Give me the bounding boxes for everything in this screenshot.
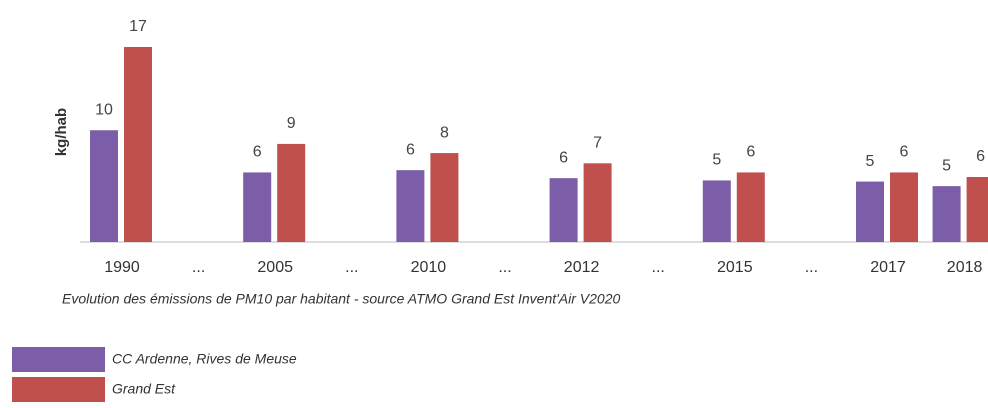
value-label: 6: [406, 141, 415, 158]
y-axis-label: kg/hab: [53, 108, 70, 156]
x-tick-label: 2012: [564, 259, 600, 276]
legend-label: Grand Est: [112, 381, 176, 397]
bar: [932, 186, 961, 242]
x-tick-label: 1990: [104, 259, 140, 276]
bar: [124, 47, 152, 242]
x-tick-label: ...: [805, 259, 818, 276]
bar: [583, 163, 612, 242]
x-tick-label: ...: [345, 259, 358, 276]
bar: [856, 181, 884, 242]
legend-label: CC Ardenne, Rives de Meuse: [112, 351, 297, 367]
legend-swatch: [12, 377, 105, 402]
value-label: 6: [900, 144, 909, 161]
bar: [90, 130, 118, 242]
value-label: 8: [440, 124, 449, 141]
bar: [736, 172, 765, 242]
caption: Evolution des émissions de PM10 par habi…: [62, 291, 620, 307]
value-label: 5: [712, 152, 721, 169]
bar: [243, 172, 272, 242]
value-label: 5: [866, 153, 875, 170]
x-tick-label: 2015: [717, 259, 753, 276]
x-tick-label: ...: [192, 259, 205, 276]
value-label: 10: [95, 101, 113, 118]
x-tick-label: 2010: [411, 259, 447, 276]
legend-swatch: [12, 347, 105, 372]
bar: [549, 178, 578, 242]
bar: [277, 143, 306, 242]
bar: [702, 180, 731, 242]
x-tick-label: 2005: [257, 259, 293, 276]
value-label: 6: [253, 144, 262, 161]
bar: [890, 172, 918, 242]
bar: [966, 177, 988, 242]
value-label: 7: [593, 135, 602, 152]
value-label: 6: [746, 144, 755, 161]
x-tick-label: ...: [652, 259, 665, 276]
x-tick-label: ...: [498, 259, 511, 276]
value-label: 6: [976, 148, 985, 165]
bar: [430, 153, 459, 242]
value-label: 6: [559, 149, 568, 166]
bar: [396, 170, 425, 242]
value-label: 9: [287, 115, 296, 132]
x-tick-label: 2018: [947, 259, 983, 276]
x-tick-label: 2017: [870, 259, 906, 276]
value-label: 5: [942, 157, 951, 174]
value-label: 17: [129, 18, 147, 35]
